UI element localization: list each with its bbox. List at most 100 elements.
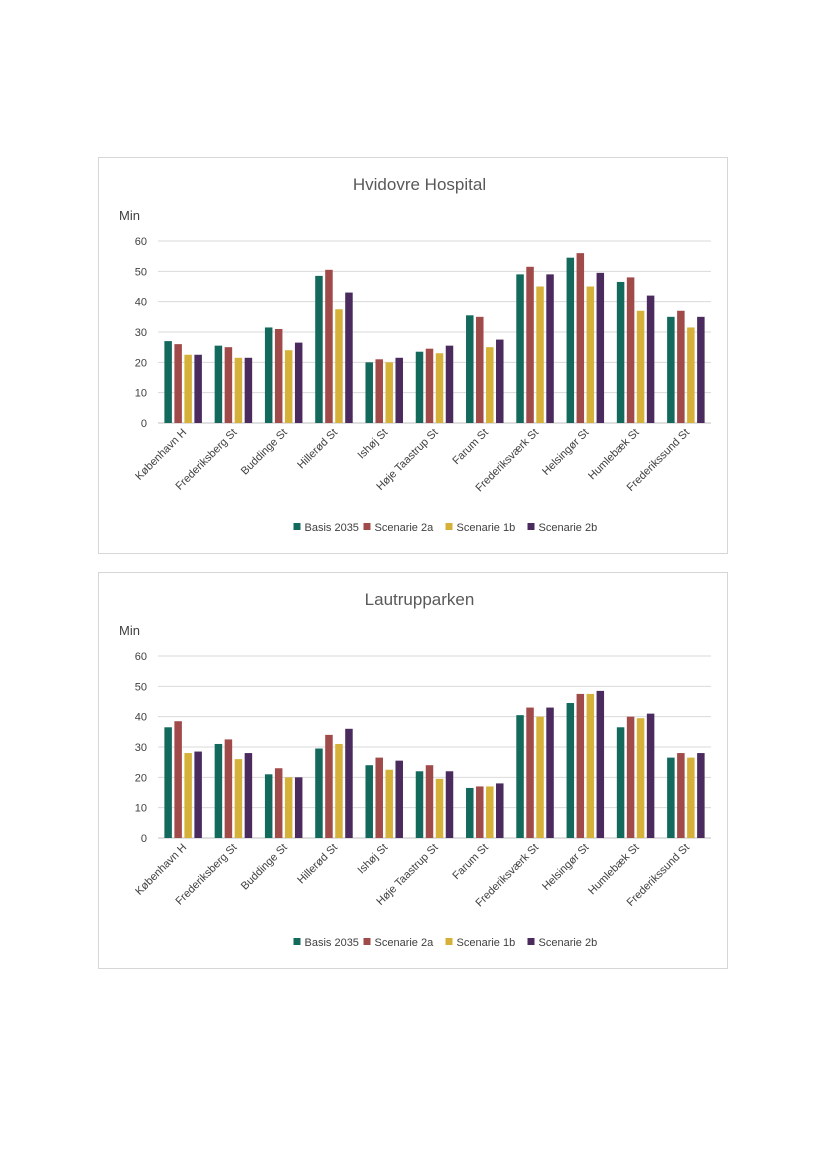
x-tick-label: Buddinge St xyxy=(239,842,290,893)
bar-scenarie-2b-frederikssund-st xyxy=(697,753,705,838)
legend-label: Basis 2035 xyxy=(305,937,359,949)
legend-swatch xyxy=(527,938,535,945)
bar-basis-2035-ishoj-st xyxy=(365,362,373,423)
bar-scenarie-2a-kobenhavn-h xyxy=(174,721,182,838)
bar-scenarie-2b-farum-st xyxy=(496,339,504,423)
bar-scenarie-1b-farum-st xyxy=(486,786,494,838)
bar-scenarie-2a-helsingor-st xyxy=(576,253,585,423)
bar-scenarie-2b-ishoj-st xyxy=(395,357,403,423)
bar-scenarie-2b-humlebaek-st xyxy=(646,295,655,423)
bar-scenarie-2b-helsingor-st xyxy=(596,272,605,423)
legend-swatch xyxy=(363,523,371,530)
bar-scenarie-1b-hoje-taastrup-st xyxy=(435,353,444,423)
y-tick-label: 0 xyxy=(141,418,147,430)
bar-scenarie-1b-kobenhavn-h xyxy=(184,354,192,423)
bar-scenarie-2b-hillerod-st xyxy=(345,292,353,423)
bar-scenarie-2b-ishoj-st xyxy=(395,760,403,838)
bar-scenarie-2a-farum-st xyxy=(476,786,484,838)
y-tick-label: 50 xyxy=(135,681,147,693)
y-tick-label: 30 xyxy=(135,742,147,754)
bar-scenarie-2b-hillerod-st xyxy=(345,728,353,838)
bar-scenarie-2a-humlebaek-st xyxy=(626,716,635,838)
bar-scenarie-1b-frederiksberg-st xyxy=(234,357,243,423)
bar-scenarie-1b-frederiksvaerk-st xyxy=(536,286,544,423)
bar-scenarie-1b-hillerod-st xyxy=(335,309,343,423)
bar-scenarie-2a-frederikssund-st xyxy=(677,753,685,838)
bar-scenarie-2b-frederiksvaerk-st xyxy=(546,274,554,423)
chart-panel-hvidovre-hospital: Hvidovre Hospital Min 0 10 20 30 40 50 60 Københa… xyxy=(98,157,728,554)
y-tick-label: 40 xyxy=(135,712,147,724)
bar-scenarie-2a-farum-st xyxy=(476,316,484,423)
x-tick-label: Ishøj St xyxy=(355,842,390,877)
bar-scenarie-2b-hoje-taastrup-st xyxy=(445,345,454,423)
bar-basis-2035-frederikssund-st xyxy=(667,757,675,838)
bar-scenarie-2a-frederikssund-st xyxy=(677,310,685,423)
legend-swatch xyxy=(527,523,535,530)
bar-scenarie-2a-ishoj-st xyxy=(375,757,383,838)
bar-scenarie-2a-hoje-taastrup-st xyxy=(425,765,434,838)
bar-basis-2035-humlebaek-st xyxy=(616,727,625,838)
bar-scenarie-2a-frederiksvaerk-st xyxy=(526,707,534,838)
y-tick-label: 50 xyxy=(135,266,147,278)
chart-title: Lautrupparken xyxy=(365,590,475,609)
y-tick-label: 40 xyxy=(135,297,147,309)
legend-swatch xyxy=(445,938,453,945)
bar-scenarie-2b-frederiksberg-st xyxy=(244,753,253,838)
x-tick-label: Humlebæk St xyxy=(586,427,642,483)
bar-scenarie-2a-humlebaek-st xyxy=(626,277,635,423)
bar-scenarie-2a-frederiksberg-st xyxy=(224,739,233,838)
bar-scenarie-1b-kobenhavn-h xyxy=(184,753,192,838)
legend-label: Scenarie 2b xyxy=(539,522,598,534)
legend-label: Basis 2035 xyxy=(305,522,359,534)
chart-panel-lautrupparken: Lautrupparken Min 0 10 20 30 40 50 60 København H… xyxy=(98,572,728,969)
bar-scenarie-1b-farum-st xyxy=(486,347,494,423)
bar-scenarie-1b-frederiksberg-st xyxy=(234,759,243,838)
y-tick-label: 30 xyxy=(135,327,147,339)
x-tick-label: Ishøj St xyxy=(355,427,390,462)
legend-label: Scenarie 2a xyxy=(375,937,435,949)
bar-scenarie-2b-farum-st xyxy=(496,783,504,838)
bar-scenarie-2b-helsingor-st xyxy=(596,690,605,838)
bar-scenarie-2b-buddinge-st xyxy=(294,342,303,423)
bar-scenarie-2a-hoje-taastrup-st xyxy=(425,348,434,423)
bar-scenarie-1b-frederiksvaerk-st xyxy=(536,716,544,838)
bar-basis-2035-hoje-taastrup-st xyxy=(415,351,424,423)
bar-basis-2035-buddinge-st xyxy=(264,327,273,423)
bar-scenarie-2a-frederiksberg-st xyxy=(224,347,233,423)
bar-scenarie-2b-frederiksberg-st xyxy=(244,357,253,423)
bar-basis-2035-kobenhavn-h xyxy=(164,727,172,838)
bar-basis-2035-buddinge-st xyxy=(264,774,273,838)
bar-basis-2035-hoje-taastrup-st xyxy=(415,771,424,838)
bar-basis-2035-hillerod-st xyxy=(315,748,323,838)
y-axis-unit-label: Min xyxy=(119,623,140,638)
y-tick-label: 20 xyxy=(135,357,147,369)
bar-basis-2035-helsingor-st xyxy=(566,703,575,838)
x-tick-label: København H xyxy=(133,427,189,483)
legend-swatch xyxy=(293,938,301,945)
bar-scenarie-1b-helsingor-st xyxy=(586,286,595,423)
bar-basis-2035-frederiksberg-st xyxy=(214,345,223,423)
bar-scenarie-2a-buddinge-st xyxy=(274,328,283,423)
bar-basis-2035-hillerod-st xyxy=(315,275,323,423)
bar-scenarie-2a-helsingor-st xyxy=(576,693,585,838)
bar-basis-2035-frederiksvaerk-st xyxy=(516,715,524,838)
y-tick-label: 0 xyxy=(141,833,147,845)
bar-scenarie-1b-frederikssund-st xyxy=(687,327,695,423)
bar-scenarie-2a-ishoj-st xyxy=(375,359,383,423)
legend-label: Scenarie 1b xyxy=(457,522,516,534)
bar-basis-2035-farum-st xyxy=(466,315,474,423)
x-tick-label: Farum St xyxy=(450,842,490,882)
legend-label: Scenarie 2b xyxy=(539,937,598,949)
y-tick-label: 10 xyxy=(135,388,147,400)
bar-basis-2035-frederiksberg-st xyxy=(214,743,223,838)
legend-label: Scenarie 2a xyxy=(375,522,435,534)
bar-basis-2035-frederikssund-st xyxy=(667,316,675,423)
bar-scenarie-2a-frederiksvaerk-st xyxy=(526,266,534,423)
bar-scenarie-2b-hoje-taastrup-st xyxy=(445,771,454,838)
x-tick-label: Helsingør St xyxy=(540,842,591,893)
bar-scenarie-1b-helsingor-st xyxy=(586,693,595,838)
x-tick-label: Hillerød St xyxy=(295,842,340,887)
bar-basis-2035-helsingor-st xyxy=(566,257,575,423)
bar-scenarie-2a-hillerod-st xyxy=(325,269,333,423)
chart-title: Hvidovre Hospital xyxy=(353,175,486,194)
